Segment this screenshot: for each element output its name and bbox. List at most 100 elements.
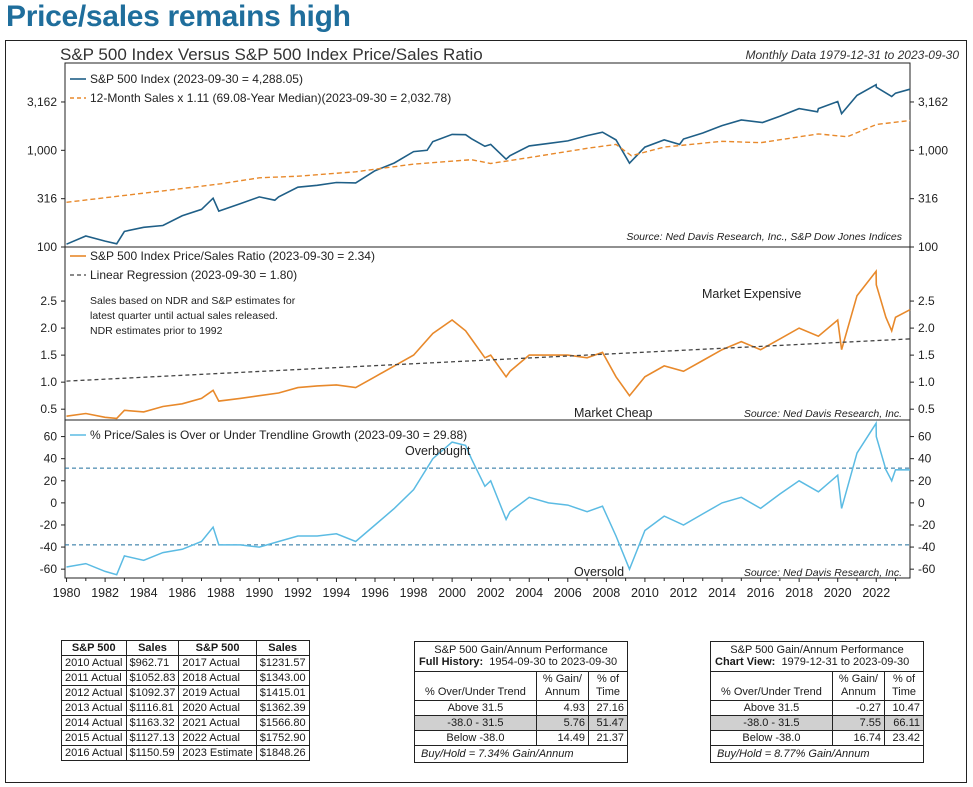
x-tick-label: 2022	[862, 586, 890, 600]
sales-table-cell: $1092.37	[125, 685, 180, 701]
sales-table-row: 2015 Actual $1127.13 2022 Actual $1752.90	[61, 730, 310, 746]
sales-table-cell: $1752.90	[255, 730, 310, 746]
y-tick-label-left: 0	[50, 496, 57, 510]
y-tick-label-right: 0.5	[918, 402, 935, 416]
y-tick-label-right: 20	[918, 474, 932, 488]
legend-deviation: % Price/Sales is Over or Under Trendline…	[90, 428, 467, 442]
y-tick-label-right: 1.5	[918, 348, 935, 362]
legend-regression: Linear Regression (2023-09-30 = 1.80)	[90, 268, 297, 282]
y-tick-label-left: -20	[40, 518, 58, 532]
perf-view-footer: Buy/Hold = 8.77% Gain/Annum	[711, 745, 923, 762]
y-tick-label-left: 40	[44, 452, 58, 466]
perf-cell: 27.16	[588, 700, 627, 716]
y-tick-label-left: 1.5	[40, 348, 57, 362]
x-tick-label: 1986	[168, 586, 196, 600]
perf-cell: Below -38.0	[711, 730, 833, 745]
x-tick-label: 2010	[631, 586, 659, 600]
perf-col-header-line: Time	[595, 686, 621, 698]
sales-table-row: 2016 Actual $1150.59 2023 Estimate $1848.26	[61, 745, 310, 761]
perf-col-header: % Gain/Annum	[831, 672, 885, 701]
sales-table-cell: 2018 Actual	[178, 670, 257, 686]
y-tick-label-right: 60	[918, 430, 932, 444]
y-tick-label-right: 1.0	[918, 375, 935, 389]
perf-full-footer: Buy/Hold = 7.34% Gain/Annum	[415, 745, 627, 762]
y-tick-label-left: 20	[44, 474, 58, 488]
sales-table-row: 2013 Actual $1116.81 2020 Actual $1362.39	[61, 700, 310, 716]
perf-cell: -38.0 - 31.5	[711, 715, 833, 731]
sales-table-cell: $1848.26	[255, 745, 310, 761]
sales-table-cell: $1116.81	[125, 700, 180, 716]
y-tick-label-right: -20	[918, 518, 936, 532]
sales-table-cell: 2017 Actual	[178, 655, 257, 671]
sales-table-cell: 2013 Actual	[61, 700, 127, 716]
y-tick-label-left: 1.0	[40, 375, 57, 389]
perf-cell: Above 31.5	[711, 700, 833, 716]
perf-col-header: % of Time	[884, 672, 923, 701]
y-tick-label-right: 2.5	[918, 294, 935, 308]
note-line: Sales based on NDR and S&P estimates for	[90, 295, 296, 307]
sales-table-cell: 2012 Actual	[61, 685, 127, 701]
annotation-cheap: Market Cheap	[574, 406, 653, 420]
x-tick-label: 1994	[323, 586, 351, 600]
chart-title: S&P 500 Index Versus S&P 500 Index Price…	[60, 45, 483, 64]
annotation-oversold: Oversold	[574, 565, 624, 579]
sales-table-row: 2014 Actual $1163.32 2021 Actual $1566.80	[61, 715, 310, 731]
perf-col-header: % Gain/Annum	[535, 672, 589, 701]
sales-table-cell: 2020 Actual	[178, 700, 257, 716]
x-tick-label: 2014	[708, 586, 736, 600]
ps-ratio-line	[66, 269, 911, 420]
x-tick-label: 2006	[554, 586, 582, 600]
y-tick-label-left: 100	[37, 240, 57, 254]
perf-col-header: % Over/Under Trend	[424, 686, 526, 698]
y-tick-label-right: 40	[918, 452, 932, 466]
sales-table-row: 2011 Actual $1052.83 2018 Actual $1343.00	[61, 670, 310, 686]
perf-view-table: % Over/Under Trend % Gain/Annum % of Time…	[711, 672, 923, 745]
perf-cell: 10.47	[884, 700, 923, 716]
deviation-line	[66, 420, 911, 576]
perf-view-header: % Over/Under Trend % Gain/Annum % of Time	[711, 672, 923, 701]
perf-cell: 66.11	[884, 715, 923, 731]
y-tick-label-left: 2.0	[40, 321, 57, 335]
perf-cell: Below -38.0	[415, 730, 537, 745]
x-tick-label: 2002	[477, 586, 505, 600]
regression-line	[66, 338, 911, 382]
perf-col-header: % Over/Under Trend	[720, 686, 822, 698]
perf-chart-view: S&P 500 Gain/Annum Performance Chart Vie…	[710, 641, 924, 763]
perf-cell: Above 31.5	[415, 700, 537, 716]
y-tick-label-right: 3,162	[918, 95, 948, 109]
perf-col-header-line: Time	[891, 686, 917, 698]
perf-full-history: S&P 500 Gain/Annum Performance Full Hist…	[414, 641, 628, 763]
perf-cell: -38.0 - 31.5	[415, 715, 537, 731]
perf-cell: 4.93	[535, 700, 589, 716]
sales-table-row: 2010 Actual $962.71 2017 Actual $1231.57	[61, 655, 310, 671]
sales-table-cell: $1150.59	[125, 745, 180, 761]
chart-subtitle: Monthly Data 1979-12-31 to 2023-09-30	[745, 48, 959, 62]
x-tick-label: 2020	[824, 586, 852, 600]
sales-table-cell: 2010 Actual	[61, 655, 127, 671]
perf-cell: 23.42	[884, 730, 923, 745]
legend-ps: S&P 500 Index Price/Sales Ratio (2023-09…	[90, 249, 375, 263]
perf-cell: 21.37	[588, 730, 627, 745]
page-title: Price/sales remains high	[6, 0, 351, 33]
sales-table-cell: 2023 Estimate	[178, 745, 257, 761]
chart-svg: 100 100 316 316 1,000 1,000 3,162 3,162 S&P 500 …	[27, 62, 948, 600]
note-line: latest quarter until actual sales releas…	[90, 310, 278, 322]
x-tick-label: 2000	[438, 586, 466, 600]
perf-row: Above 31.5 4.93 27.16	[415, 700, 627, 716]
x-tick-label: 1990	[245, 586, 273, 600]
x-tick-label: 1996	[361, 586, 389, 600]
y-tick-label-right: -40	[918, 540, 936, 554]
y-tick-label-left: 3,162	[27, 95, 57, 109]
y-tick-label-left: -40	[40, 540, 58, 554]
perf-cell: 5.76	[535, 715, 589, 731]
y-tick-label-left: 316	[37, 192, 57, 206]
y-tick-label-right: 100	[918, 240, 938, 254]
legend-spx: S&P 500 Index (2023-09-30 = 4,288.05)	[90, 72, 303, 86]
spx-line	[66, 83, 911, 245]
sales-table-cell: 2021 Actual	[178, 715, 257, 731]
legend-sales: 12-Month Sales x 1.11 (69.08-Year Median…	[90, 91, 451, 105]
sales-table-cell: 2016 Actual	[61, 745, 127, 761]
note-line: NDR estimates prior to 1992	[90, 325, 223, 337]
sales-line	[66, 119, 911, 203]
perf-full-table: % Over/Under Trend % Gain/Annum % of Time…	[415, 672, 627, 745]
